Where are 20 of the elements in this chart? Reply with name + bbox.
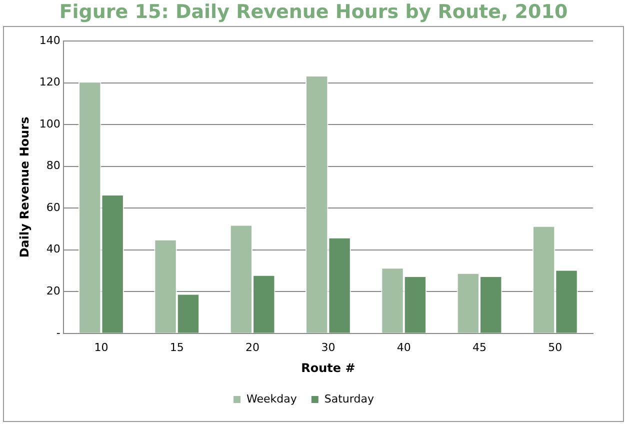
x-tick-label: 10 bbox=[94, 340, 108, 354]
y-tick-label: 60 bbox=[46, 200, 60, 214]
x-tick-label: 40 bbox=[396, 340, 411, 354]
x-tick-label: 30 bbox=[321, 340, 336, 354]
y-tick-label: 100 bbox=[39, 117, 60, 130]
legend-label: Saturday bbox=[324, 392, 374, 406]
y-tick-label: 20 bbox=[46, 284, 60, 298]
y-tick-label: 140 bbox=[39, 34, 60, 47]
y-tick-label: 80 bbox=[46, 159, 60, 172]
y-tick-label: 120 bbox=[39, 76, 60, 89]
x-tick-label: 20 bbox=[246, 340, 260, 354]
x-axis-title: Route # bbox=[301, 360, 356, 375]
x-tick-label: 50 bbox=[548, 340, 562, 354]
x-tick-label: 45 bbox=[472, 340, 487, 354]
y-tick-label: 40 bbox=[46, 242, 60, 256]
x-tick-label: 15 bbox=[170, 340, 184, 354]
y-axis-title: Daily Revenue Hours bbox=[17, 116, 32, 258]
y-tick-label: - bbox=[56, 326, 60, 340]
chart-title: Figure 15: Daily Revenue Hours by Route, 2010 bbox=[58, 0, 569, 24]
legend-label: Weekday bbox=[246, 392, 298, 406]
